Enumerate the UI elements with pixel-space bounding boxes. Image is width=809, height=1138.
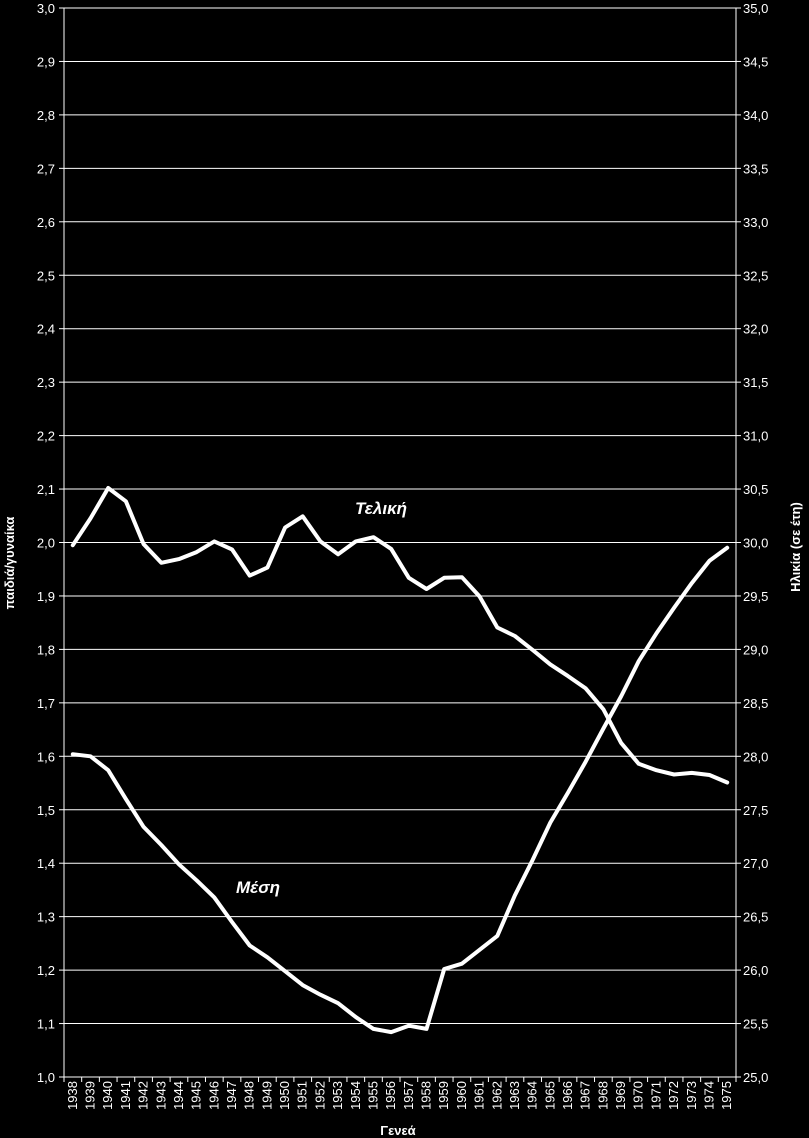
x-axis-title: Γενεά	[380, 1123, 415, 1138]
x-tick-label: 1971	[648, 1081, 663, 1110]
left-tick-label: 2,9	[37, 54, 55, 69]
left-tick-label: 2,8	[37, 108, 55, 123]
right-tick-label: 34,5	[743, 54, 768, 69]
x-tick-label: 1947	[224, 1081, 239, 1110]
left-tick-label: 1,7	[37, 696, 55, 711]
left-tick-label: 1,0	[37, 1070, 55, 1085]
x-tick-label: 1941	[118, 1081, 133, 1110]
x-tick-label: 1940	[100, 1081, 115, 1110]
x-tick-label: 1970	[631, 1081, 646, 1110]
series-label-teliki: Τελική	[355, 499, 407, 518]
right-tick-label: 33,5	[743, 161, 768, 176]
x-tick-label: 1950	[277, 1081, 292, 1110]
x-tick-label: 1959	[436, 1081, 451, 1110]
left-tick-label: 1,5	[37, 803, 55, 818]
right-tick-label: 27,5	[743, 803, 768, 818]
left-tick-label: 1,4	[37, 856, 55, 871]
right-tick-label: 34,0	[743, 108, 768, 123]
x-tick-label: 1955	[365, 1081, 380, 1110]
x-axis-ticks: 1938 1939 1940 1941 1942 1943 1944 1945 1946 1947…	[65, 1081, 734, 1110]
x-tick-label: 1944	[171, 1081, 186, 1110]
left-tick-label: 1,9	[37, 589, 55, 604]
left-axis-title: παιδιά/γυναίκα	[2, 517, 17, 610]
right-tick-label: 32,0	[743, 322, 768, 337]
x-tick-label: 1939	[83, 1081, 98, 1110]
x-tick-label: 1953	[330, 1081, 345, 1110]
x-tick-label: 1963	[507, 1081, 522, 1110]
left-tick-label: 2,1	[37, 482, 55, 497]
x-tick-label: 1972	[666, 1081, 681, 1110]
right-tick-label: 28,5	[743, 696, 768, 711]
x-tick-label: 1969	[613, 1081, 628, 1110]
right-axis-ticks: 25,0 25,5 26,0 26,5 27,0 27,5 28,0 28,5 29,0 29,5…	[743, 1, 768, 1085]
x-tick-label: 1956	[383, 1081, 398, 1110]
right-tick-label: 30,0	[743, 536, 768, 551]
right-tick-label: 29,5	[743, 589, 768, 604]
right-axis-title: Ηλικία (σε έτη)	[788, 502, 803, 592]
right-tick-label: 31,5	[743, 375, 768, 390]
x-tick-label: 1973	[684, 1081, 699, 1110]
x-tick-label: 1974	[701, 1081, 716, 1110]
series-label-mesi: Μέση	[236, 878, 280, 897]
right-tick-label: 32,5	[743, 268, 768, 283]
left-tick-label: 1,8	[37, 642, 55, 657]
left-tick-label: 2,2	[37, 429, 55, 444]
gridlines	[64, 7, 736, 1078]
right-tick-label: 29,0	[743, 642, 768, 657]
left-tick-label: 2,5	[37, 268, 55, 283]
series-lines	[70, 486, 730, 1035]
series-line-1	[70, 545, 730, 1035]
x-tick-label: 1952	[312, 1081, 327, 1110]
x-tick-label: 1949	[259, 1081, 274, 1110]
x-tick-label: 1968	[595, 1081, 610, 1110]
left-tick-label: 1,6	[37, 749, 55, 764]
x-tick-label: 1948	[242, 1081, 257, 1110]
x-tick-label: 1964	[525, 1081, 540, 1110]
axes	[59, 7, 741, 1082]
x-tick-label: 1960	[454, 1081, 469, 1110]
right-tick-label: 30,5	[743, 482, 768, 497]
x-tick-label: 1954	[348, 1081, 363, 1110]
right-tick-label: 26,0	[743, 963, 768, 978]
right-tick-label: 27,0	[743, 856, 768, 871]
x-tick-label: 1938	[65, 1081, 80, 1110]
x-tick-label: 1967	[578, 1081, 593, 1110]
left-tick-label: 2,4	[37, 322, 55, 337]
x-tick-label: 1943	[153, 1081, 168, 1110]
right-tick-label: 35,0	[743, 1, 768, 16]
left-tick-label: 2,7	[37, 161, 55, 176]
left-tick-label: 2,6	[37, 215, 55, 230]
x-tick-label: 1951	[295, 1081, 310, 1110]
left-tick-label: 1,2	[37, 963, 55, 978]
right-tick-label: 33,0	[743, 215, 768, 230]
series-line-0	[70, 486, 730, 785]
right-tick-label: 25,0	[743, 1070, 768, 1085]
x-tick-label: 1942	[136, 1081, 151, 1110]
right-tick-label: 25,5	[743, 1017, 768, 1032]
x-tick-label: 1961	[472, 1081, 487, 1110]
right-tick-label: 28,0	[743, 749, 768, 764]
x-tick-label: 1965	[542, 1081, 557, 1110]
x-tick-label: 1966	[560, 1081, 575, 1110]
left-tick-label: 3,0	[37, 1, 55, 16]
x-tick-label: 1945	[189, 1081, 204, 1110]
right-tick-label: 31,0	[743, 429, 768, 444]
left-axis-ticks: 1,0 1,1 1,2 1,3 1,4 1,5 1,6 1,7 1,8 1,9 2,0 2,1 2,2 2…	[37, 1, 55, 1085]
x-tick-label: 1946	[206, 1081, 221, 1110]
x-tick-label: 1957	[401, 1081, 416, 1110]
x-tick-label: 1975	[719, 1081, 734, 1110]
left-tick-label: 1,1	[37, 1017, 55, 1032]
x-tick-label: 1962	[489, 1081, 504, 1110]
left-tick-label: 1,3	[37, 910, 55, 925]
right-tick-label: 26,5	[743, 910, 768, 925]
x-tick-label: 1958	[419, 1081, 434, 1110]
left-tick-label: 2,0	[37, 536, 55, 551]
left-tick-label: 2,3	[37, 375, 55, 390]
